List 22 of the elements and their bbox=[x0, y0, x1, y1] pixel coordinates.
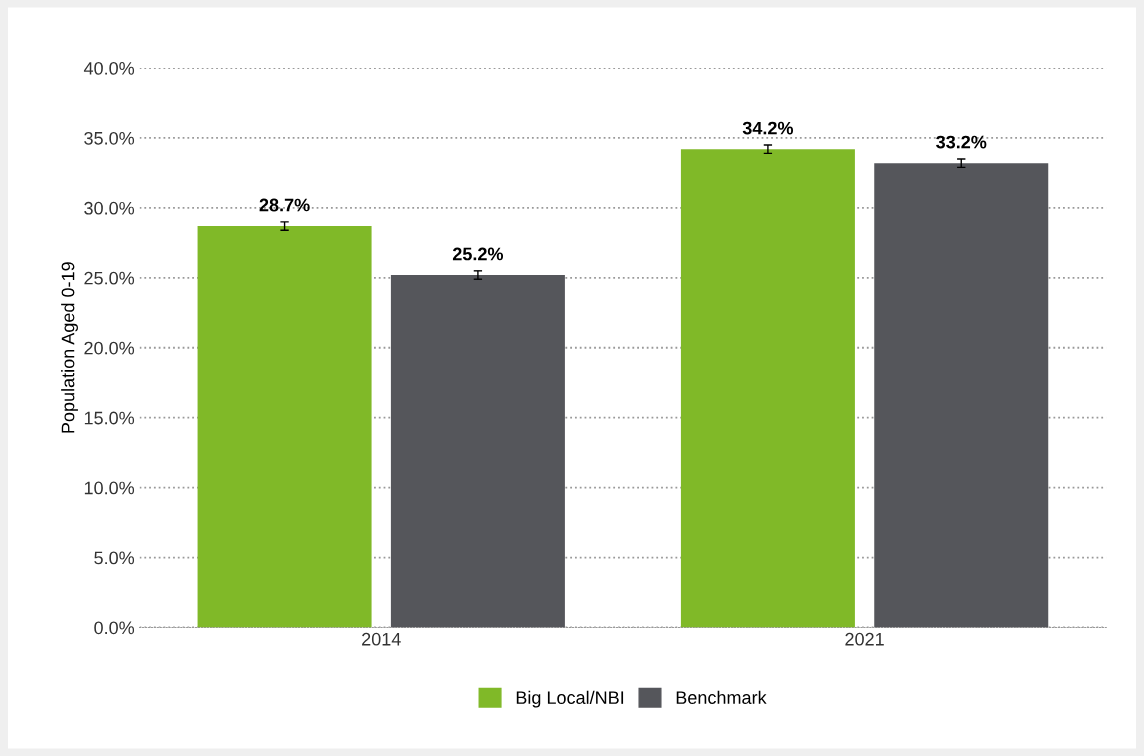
y-tick-label: 10.0% bbox=[84, 481, 135, 495]
x-tick-label: 2014 bbox=[362, 632, 401, 646]
bar bbox=[390, 275, 565, 628]
y-axis-title: Population Aged 0-19 bbox=[61, 262, 78, 433]
data-label: 33.2% bbox=[936, 135, 987, 149]
data-label: 34.2% bbox=[742, 121, 794, 135]
x-tick-label: 2021 bbox=[845, 632, 884, 646]
y-tick-label: 15.0% bbox=[84, 411, 135, 425]
y-tick-label: 35.0% bbox=[84, 131, 135, 145]
y-tick-label: 30.0% bbox=[84, 201, 135, 215]
y-tick-label: 20.0% bbox=[84, 341, 135, 355]
y-tick-label: 0.0% bbox=[94, 621, 135, 635]
bar bbox=[680, 149, 855, 628]
y-tick-label: 25.0% bbox=[84, 271, 135, 285]
legend-label: Benchmark bbox=[676, 690, 767, 705]
bar bbox=[197, 226, 372, 628]
bar bbox=[874, 163, 1049, 628]
data-label: 28.7% bbox=[259, 198, 310, 212]
y-tick-label: 5.0% bbox=[94, 551, 135, 565]
legend-label: Big Local/NBI bbox=[516, 690, 624, 708]
data-label: 25.2% bbox=[452, 247, 504, 261]
y-tick-label: 40.0% bbox=[83, 61, 135, 75]
